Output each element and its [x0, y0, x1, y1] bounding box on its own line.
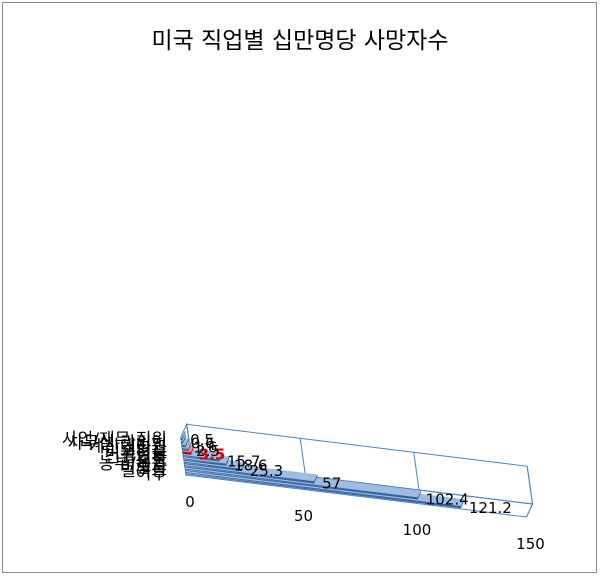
value-label: 3.5 — [199, 446, 226, 464]
bar-front-face — [184, 465, 315, 484]
bar — [181, 437, 189, 448]
bar-end-face — [460, 499, 465, 508]
value-label: 1.6 — [194, 438, 218, 456]
x-tick-label: 150 — [516, 535, 545, 553]
gridline — [413, 452, 420, 491]
value-label: 2.5 — [196, 442, 220, 460]
bar-front-face — [181, 444, 186, 448]
bar-end-face — [241, 462, 246, 471]
bar-end-face — [182, 434, 187, 444]
value-label: 18.6 — [234, 457, 267, 475]
category-label: 경찰 — [136, 451, 168, 471]
bar-end-face — [314, 474, 318, 484]
category-label: 건설인부 — [104, 447, 167, 467]
bar-front-face — [180, 437, 183, 441]
bar-front-face — [183, 461, 243, 472]
bar-end-face — [417, 490, 422, 500]
bar-top-face — [183, 448, 223, 460]
value-label: 102.4 — [426, 490, 469, 508]
bar-front-face — [180, 441, 184, 444]
value-label: 25.3 — [250, 462, 283, 480]
bar-top-face — [180, 431, 186, 439]
category-label: 사무실 관리인 — [68, 433, 167, 453]
bar-front-face — [185, 472, 462, 509]
bars — [180, 431, 465, 509]
value-label: 121.2 — [469, 499, 512, 517]
category-label: 농부/목동 — [99, 454, 167, 474]
bar-front-face — [181, 448, 189, 452]
tick-labels: 0 50 100 150 — [185, 493, 545, 553]
value-label: 15.7 — [227, 452, 260, 470]
category-label: 소방관 — [120, 440, 167, 460]
category-label: 어부 — [136, 464, 167, 484]
category-label: 미국평균 — [104, 444, 167, 464]
x-tick-label: 100 — [403, 521, 432, 539]
x-tick-label: 50 — [294, 507, 313, 525]
bar — [182, 448, 223, 462]
bar — [180, 431, 186, 441]
bar-front-face — [182, 455, 220, 462]
value-label: 0.6 — [191, 435, 215, 453]
bar-end-face — [182, 431, 186, 440]
chart-title: 미국 직업별 십만명당 사망자수 — [151, 28, 448, 54]
gridline — [299, 438, 306, 477]
bar-end-face — [218, 452, 223, 462]
category-label: 비행사 — [120, 457, 167, 477]
value-label: 57 — [322, 474, 341, 492]
bar-front-face — [183, 458, 227, 466]
category-label: 벌목공 — [120, 461, 167, 481]
bar-end-face — [225, 456, 230, 466]
bar-end-face — [188, 442, 192, 451]
bar-end-face — [185, 438, 189, 447]
category-label: 계산대직원 — [89, 437, 167, 457]
bar-top-face — [181, 437, 189, 446]
floor-gridline — [526, 503, 533, 518]
gridline — [526, 466, 533, 505]
bar-end-face — [190, 445, 195, 455]
x-tick-label: 0 — [185, 493, 195, 511]
bar-top-face — [182, 441, 192, 450]
bar — [181, 441, 192, 452]
bar-front-face — [182, 451, 192, 455]
bar-front-face — [184, 468, 419, 500]
value-label: 0.5 — [190, 431, 214, 449]
category-label: 사업/재무 직원 — [62, 430, 167, 450]
